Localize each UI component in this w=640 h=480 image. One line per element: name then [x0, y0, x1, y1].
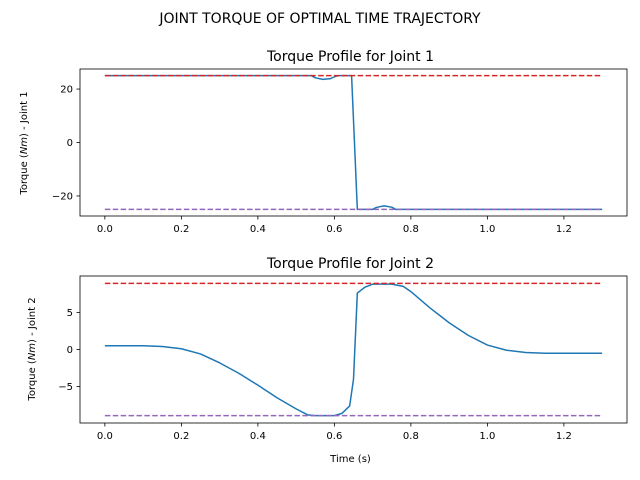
plot-area-joint-2 — [104, 282, 603, 417]
y-axis-label-suffix-joint-2: ) - Joint 2 — [27, 297, 38, 343]
x-tick-label-joint-2: 0.8 — [403, 431, 419, 442]
y-axis-label-joint-1: Torque (Nm) - Joint 1 — [19, 91, 30, 195]
axes-joint-2: Torque Profile for Joint 2 Torque (Nm) -… — [27, 256, 628, 465]
x-tick-label-joint-1: 0.4 — [250, 224, 266, 235]
x-tick-label-joint-2: 0.2 — [173, 431, 189, 442]
x-tick-label-joint-2: 0.0 — [97, 431, 113, 442]
y-axis-label-unit-joint-2: Nm — [27, 343, 38, 360]
y-axis-label-prefix-joint-1: Torque ( — [19, 154, 30, 195]
x-tick-label-joint-2: 1.2 — [556, 431, 572, 442]
axes-joint-1: Torque Profile for Joint 1 Torque (Nm) -… — [19, 49, 628, 235]
y-tick-label-joint-2: −5 — [58, 382, 73, 393]
y-axis-label-unit-joint-1: Nm — [19, 137, 30, 154]
y-tick-label-joint-2: 0 — [67, 345, 73, 356]
y-tick-label-joint-2: 5 — [67, 308, 73, 319]
x-tick-label-joint-2: 1.0 — [479, 431, 495, 442]
chart-title-joint-1: Torque Profile for Joint 1 — [266, 49, 434, 65]
y-tick-label-joint-1: 0 — [67, 138, 73, 149]
y-axis-label-joint-2: Torque (Nm) - Joint 2 — [27, 297, 38, 401]
x-axis-label-joint-2: Time (s) — [329, 454, 371, 465]
x-tick-label-joint-1: 1.2 — [556, 224, 572, 235]
plot-area-joint-1 — [104, 74, 603, 211]
y-axis-label-suffix-joint-1: ) - Joint 1 — [19, 91, 30, 137]
series-torque-joint-2 — [104, 283, 603, 417]
x-tick-label-joint-2: 0.6 — [326, 431, 342, 442]
figure-suptitle: JOINT TORQUE OF OPTIMAL TIME TRAJECTORY — [158, 11, 481, 27]
x-tick-label-joint-1: 0.8 — [403, 224, 419, 235]
x-tick-label-joint-1: 0.0 — [97, 224, 113, 235]
x-tick-label-joint-2: 0.4 — [250, 431, 266, 442]
x-tick-label-joint-1: 0.6 — [326, 224, 342, 235]
x-tick-label-joint-1: 0.2 — [173, 224, 189, 235]
x-tick-label-joint-1: 1.0 — [479, 224, 495, 235]
chart-title-joint-2: Torque Profile for Joint 2 — [266, 256, 434, 272]
y-axis-label-prefix-joint-2: Torque ( — [27, 360, 38, 401]
y-tick-label-joint-1: −20 — [52, 191, 73, 202]
y-tick-label-joint-1: 20 — [60, 85, 73, 96]
